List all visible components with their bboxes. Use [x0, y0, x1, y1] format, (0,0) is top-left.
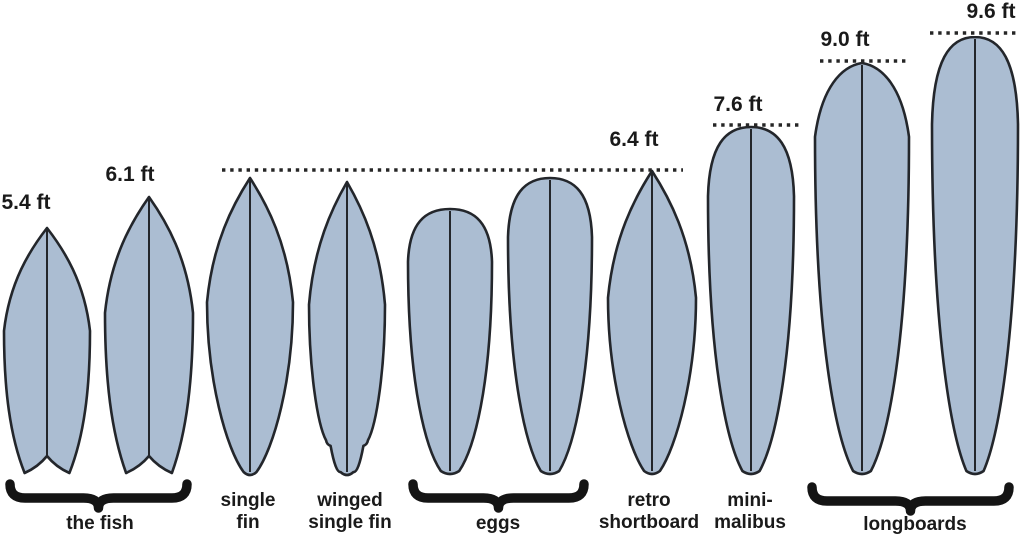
surfboard-winged-single-fin [307, 180, 387, 477]
surfboard-egg-2 [506, 176, 594, 476]
group-brace-the-fish [5, 479, 192, 513]
surfboard-single-fin [205, 176, 295, 477]
surfboard-retro-shortboard [606, 169, 698, 476]
surfboard-mini-malibu [706, 125, 796, 476]
group-brace-eggs [408, 479, 589, 513]
group-brace-longboards [807, 482, 1014, 516]
surfboard-longboard-1 [813, 61, 911, 476]
surfboard-fish-2 [103, 195, 195, 475]
surfboard-fish-1 [2, 226, 92, 475]
surfboard-longboard-2 [930, 35, 1020, 476]
surfboard-egg-1 [406, 207, 494, 476]
